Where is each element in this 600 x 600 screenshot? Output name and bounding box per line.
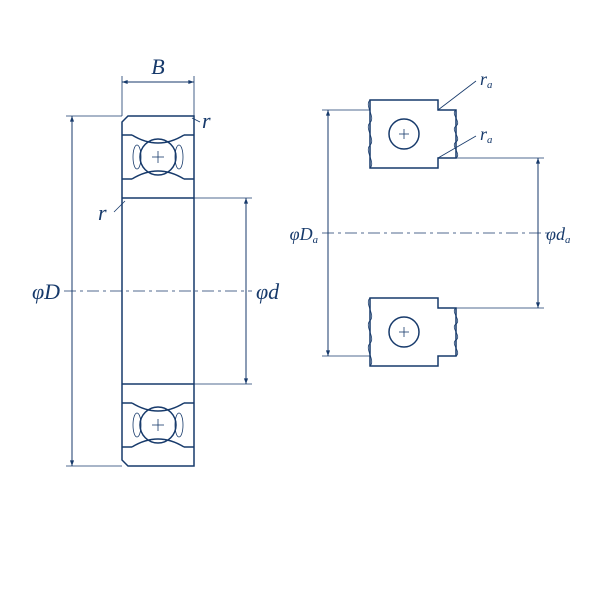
label-phi-d: φd: [256, 279, 280, 304]
label-ra-1: ra: [480, 69, 492, 91]
right-section-view: [322, 81, 548, 366]
left-section-view: [64, 76, 252, 466]
label-phi-D: φD: [32, 279, 60, 304]
label-r-top: r: [202, 108, 211, 133]
label-B: B: [151, 54, 164, 79]
label-r-side: r: [98, 200, 107, 225]
label-phi-da: φda: [546, 224, 570, 246]
label-ra-2: ra: [480, 124, 492, 146]
label-phi-Da: φDa: [290, 224, 318, 246]
